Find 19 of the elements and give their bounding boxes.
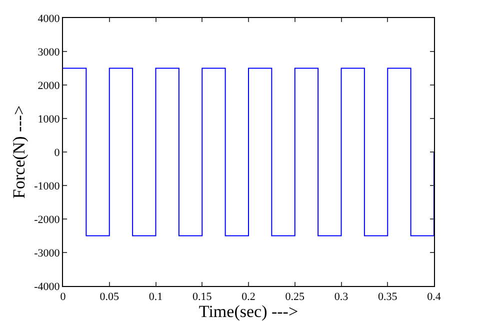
y-tick-label: -3000 <box>34 247 60 260</box>
x-tick-label: 0.3 <box>334 291 349 304</box>
y-tick-label: 4000 <box>38 12 60 25</box>
x-tick-label: 0.15 <box>192 291 212 304</box>
y-tick-label: 3000 <box>38 46 60 58</box>
y-axis-title: Force(N) ---> <box>10 105 29 199</box>
y-tick-label: -1000 <box>34 180 60 192</box>
x-tick-label: 0.35 <box>378 291 398 304</box>
x-tick-label: 0.2 <box>242 291 256 304</box>
y-tick-label: 2000 <box>38 80 60 92</box>
x-tick-label: 0.4 <box>427 291 442 304</box>
x-tick-label: 0.25 <box>285 291 306 304</box>
y-tick-label: -2000 <box>34 214 60 226</box>
x-tick-label: 0.1 <box>148 291 163 304</box>
x-tick-label: 0.05 <box>100 291 120 304</box>
y-tick-label: 1000 <box>38 113 60 126</box>
y-tick-label: 0 <box>54 146 60 159</box>
x-axis-title: Time(sec) ---> <box>198 302 298 321</box>
y-tick-label: -4000 <box>34 280 60 293</box>
